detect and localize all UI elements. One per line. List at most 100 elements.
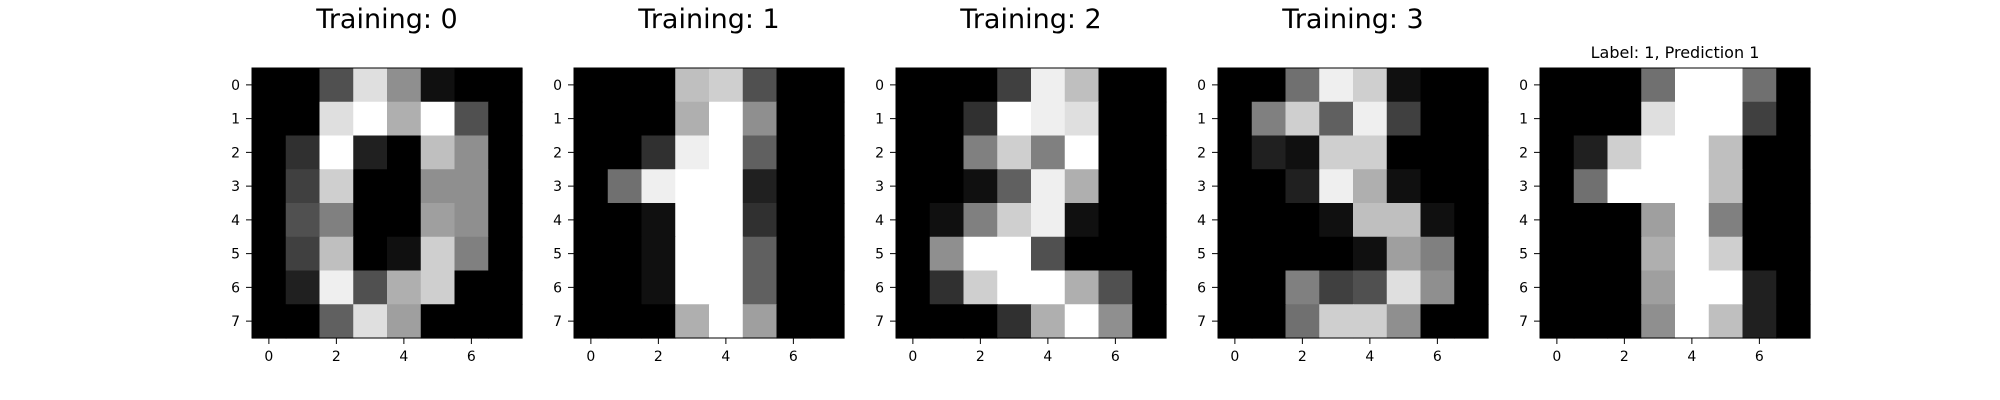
pixel-cell [929, 68, 965, 103]
pixel-cell [1420, 203, 1455, 238]
pixel-cell [454, 203, 489, 238]
pixel-cell [1319, 270, 1354, 305]
pixel-cell [929, 203, 965, 238]
pixel-cell [742, 135, 778, 170]
pixel-cell [387, 135, 422, 170]
pixel-cell [675, 169, 710, 204]
pixel-cell [776, 101, 811, 137]
pixel-cell [285, 270, 321, 305]
pixel-cell [607, 236, 643, 272]
pixel-cell [387, 236, 422, 272]
pixel-cell [488, 135, 523, 170]
x-tick-label: 6 [1111, 349, 1120, 365]
pixel-cell [1386, 169, 1422, 204]
pixel-cell [1285, 101, 1320, 137]
pixel-cell [709, 304, 744, 339]
pixel-cell [285, 68, 321, 103]
pixel-cell [709, 135, 744, 170]
pixel-cell [896, 135, 931, 170]
pixel-cell [1540, 236, 1575, 272]
pixel-cell [1573, 135, 1609, 170]
pixel-cell [675, 304, 710, 339]
pixel-cell [1675, 203, 1710, 238]
pixel-cell [1607, 236, 1642, 272]
y-tick-label: 3 [1519, 179, 1528, 195]
pixel-cell [1132, 169, 1167, 204]
y-tick-label: 0 [1197, 78, 1206, 94]
pixel-cell [1573, 236, 1609, 272]
pixel-cell [742, 203, 778, 238]
pixel-cell [675, 135, 710, 170]
x-tick-label: 6 [1433, 349, 1442, 365]
pixel-cell [1098, 101, 1133, 137]
pixel-cell [574, 101, 609, 137]
y-tick-label: 1 [875, 112, 884, 128]
pixel-cell [1607, 68, 1642, 103]
y-tick-label: 3 [875, 179, 884, 195]
pixel-cell [1573, 68, 1609, 103]
y-tick-label: 4 [553, 213, 562, 229]
pixel-cell [1319, 101, 1354, 137]
x-tick-label: 4 [1043, 349, 1052, 365]
pixel-cell [285, 101, 321, 137]
pixel-cell [1319, 135, 1354, 170]
pixel-cell [285, 236, 321, 272]
pixel-cell [776, 304, 811, 339]
pixel-cell [1641, 203, 1676, 238]
y-tick-label: 6 [875, 280, 884, 296]
y-tick-label: 3 [553, 179, 562, 195]
axes-frame [251, 67, 523, 339]
pixel-cell [1031, 236, 1066, 272]
pixel-cell [488, 270, 523, 305]
pixel-cell [607, 135, 643, 170]
pixel-cell [776, 270, 811, 305]
panel-title: Training: 2 [959, 4, 1101, 35]
pixel-cell [997, 101, 1032, 137]
pixel-cell [1776, 203, 1811, 238]
pixel-cell [1742, 68, 1777, 103]
pixel-cell [929, 169, 965, 204]
pixel-cell [1218, 169, 1253, 204]
pixel-cell [454, 68, 489, 103]
pixel-cell [1454, 270, 1489, 305]
pixel-cell [1454, 68, 1489, 103]
pixel-cell [1776, 68, 1811, 103]
pixel-cell [1132, 304, 1167, 339]
pixel-cell [420, 203, 456, 238]
pixel-cell [387, 203, 422, 238]
y-tick-label: 7 [553, 314, 562, 330]
pixel-cell [252, 236, 287, 272]
pixel-cell [1353, 304, 1388, 339]
y-tick-label: 5 [1197, 247, 1206, 263]
pixel-cell [742, 68, 778, 103]
pixel-cell [1031, 101, 1066, 137]
pixel-cell [1742, 169, 1777, 204]
pixel-cell [1386, 236, 1422, 272]
pixel-cell [1285, 169, 1320, 204]
pixel-cell [742, 169, 778, 204]
pixel-cell [1573, 203, 1609, 238]
pixel-cell [963, 270, 998, 305]
pixel-cell [742, 304, 778, 339]
pixel-cell [319, 101, 354, 137]
pixel-cell [1420, 236, 1455, 272]
pixel-cell [1064, 236, 1100, 272]
pixel-cell [454, 169, 489, 204]
pixel-cell [488, 68, 523, 103]
pixel-cell [1675, 101, 1710, 137]
pixel-cell [488, 169, 523, 204]
pixel-cell [1353, 169, 1388, 204]
pixel-cell [1031, 304, 1066, 339]
y-tick-label: 1 [1197, 112, 1206, 128]
pixel-cell [1420, 101, 1455, 137]
pixel-cell [1742, 203, 1777, 238]
pixel-cell [810, 270, 845, 305]
pixel-cell [607, 270, 643, 305]
pixel-cell [1675, 304, 1710, 339]
x-tick-label: 0 [1230, 349, 1239, 365]
pixel-cell [1064, 135, 1100, 170]
pixel-cell [675, 101, 710, 137]
pixel-cell [997, 304, 1032, 339]
pixel-cell [1353, 135, 1388, 170]
pixel-cell [1098, 270, 1133, 305]
